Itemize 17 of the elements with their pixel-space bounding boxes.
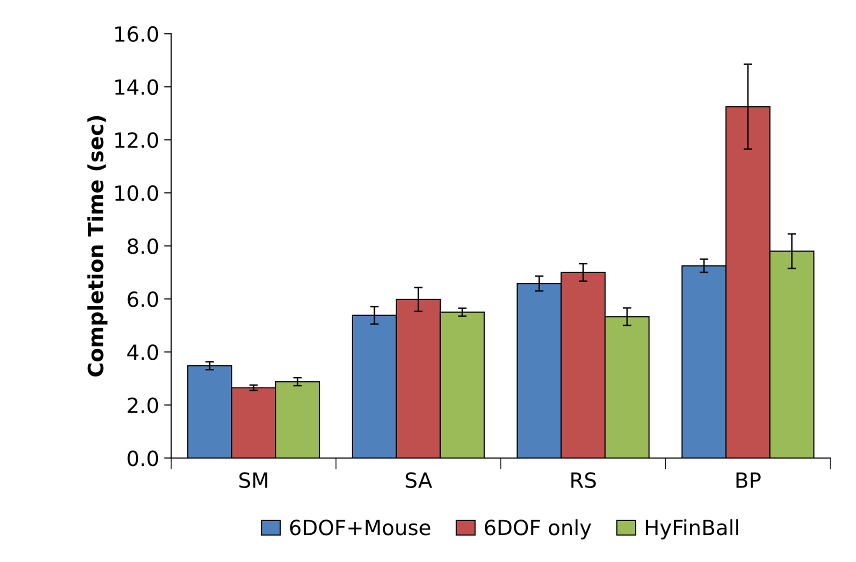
legend-label: HyFinBall — [646, 519, 738, 540]
y-tick-label: 14.0 — [115, 79, 158, 95]
x-tick-label: BP — [736, 472, 761, 488]
x-tick-label: SM — [239, 472, 268, 488]
y-tick-label: 2.0 — [128, 397, 158, 414]
y-tick-label: 12.0 — [115, 132, 158, 148]
y-tick-label: 8.0 — [128, 238, 158, 254]
y-tick-label: 10.0 — [115, 185, 158, 202]
y-axis-title: Completion Time (sec) — [87, 116, 108, 377]
y-tick-label: 4.0 — [127, 344, 158, 360]
y-tick-label: 6.0 — [128, 291, 158, 308]
x-tick-label: SA — [406, 472, 432, 488]
x-tick-label: RS — [571, 472, 596, 488]
legend-label: 6DOF+Mouse — [290, 520, 430, 536]
y-tick-label: 16.0 — [115, 26, 158, 42]
y-tick-label: 0.0 — [128, 450, 158, 466]
legend-label: 6DOF only — [484, 519, 592, 540]
